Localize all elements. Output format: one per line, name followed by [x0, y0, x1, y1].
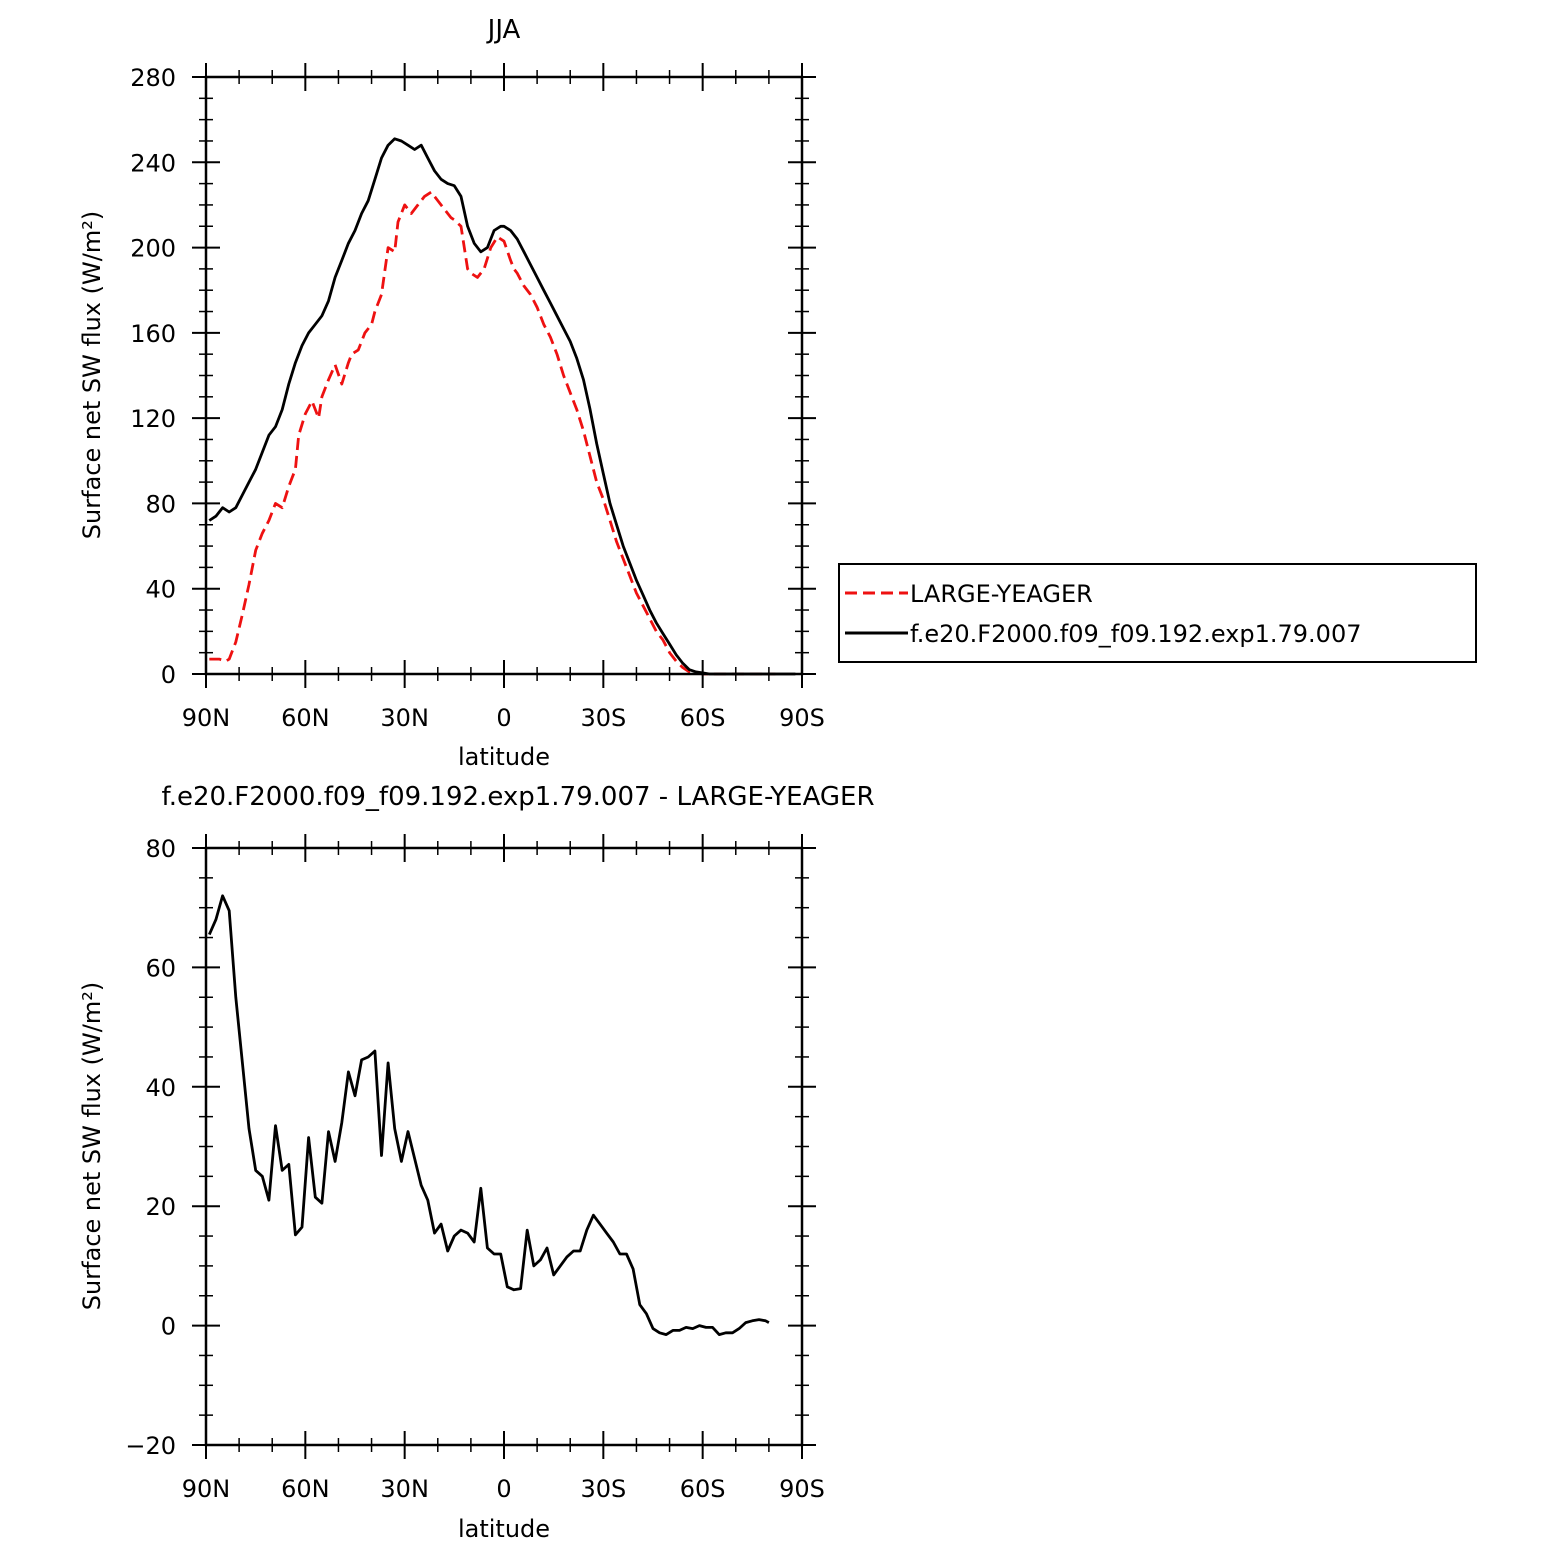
top-chart-xlabel: latitude	[458, 743, 550, 771]
x-tick-label: 90S	[779, 704, 825, 732]
x-tick-label: 60S	[680, 704, 726, 732]
x-tick-label: 90S	[779, 1475, 825, 1503]
y-tick-label: 60	[145, 954, 176, 982]
x-tick-label: 60N	[281, 1475, 330, 1503]
bottom-chart-ylabel: Surface net SW flux (W/m²)	[78, 982, 106, 1310]
bottom-chart-frame	[204, 846, 804, 1447]
y-tick-label: 80	[145, 490, 176, 518]
x-tick-label: 30S	[580, 704, 626, 732]
y-tick-label: 0	[161, 661, 176, 689]
y-tick-label: 240	[130, 149, 176, 177]
series-line-f-e20-f2000-f09-f09-192-exp1-79-007	[208, 137, 796, 676]
legend: LARGE-YEAGER f.e20.F2000.f09_f09.192.exp…	[838, 563, 1477, 663]
legend-box	[838, 563, 1477, 663]
x-tick-label: 30N	[380, 1475, 429, 1503]
y-tick-label: 120	[130, 405, 176, 433]
y-tick-label: 0	[161, 1313, 176, 1341]
y-tick-label: 280	[130, 64, 176, 92]
x-tick-label: 30N	[380, 704, 429, 732]
x-tick-label: 90N	[182, 1475, 231, 1503]
top-chart: JJA 0 40 80 120 160 200 240 280 90N 60N 30N 0 30S 60…	[78, 15, 825, 771]
y-tick-label: 20	[145, 1193, 176, 1221]
legend-label-large-yeager: LARGE-YEAGER	[910, 580, 1093, 608]
x-tick-label: 60S	[680, 1475, 726, 1503]
x-tick-label: 30S	[580, 1475, 626, 1503]
y-tick-label: 40	[145, 576, 176, 604]
bottom-chart-title: f.e20.F2000.f09_f09.192.exp1.79.007 - LA…	[161, 782, 874, 812]
y-tick-label: −20	[125, 1432, 176, 1460]
series-line-large-yeager	[209, 190, 776, 676]
x-tick-label: 60N	[281, 704, 330, 732]
series-line-difference	[208, 894, 770, 1336]
x-tick-label: 90N	[182, 704, 231, 732]
legend-label-experiment: f.e20.F2000.f09_f09.192.exp1.79.007	[910, 620, 1361, 648]
top-chart-title: JJA	[486, 15, 521, 45]
x-tick-label: 0	[496, 1475, 511, 1503]
y-tick-label: 200	[130, 235, 176, 263]
y-tick-label: 80	[145, 835, 176, 863]
bottom-chart-xlabel: latitude	[458, 1515, 550, 1543]
y-tick-label: 40	[145, 1074, 176, 1102]
bottom-chart: f.e20.F2000.f09_f09.192.exp1.79.007 - LA…	[78, 782, 875, 1543]
x-tick-label: 0	[496, 704, 511, 732]
top-chart-frame	[204, 75, 804, 676]
top-chart-ylabel: Surface net SW flux (W/m²)	[78, 211, 106, 539]
y-tick-label: 160	[130, 320, 176, 348]
